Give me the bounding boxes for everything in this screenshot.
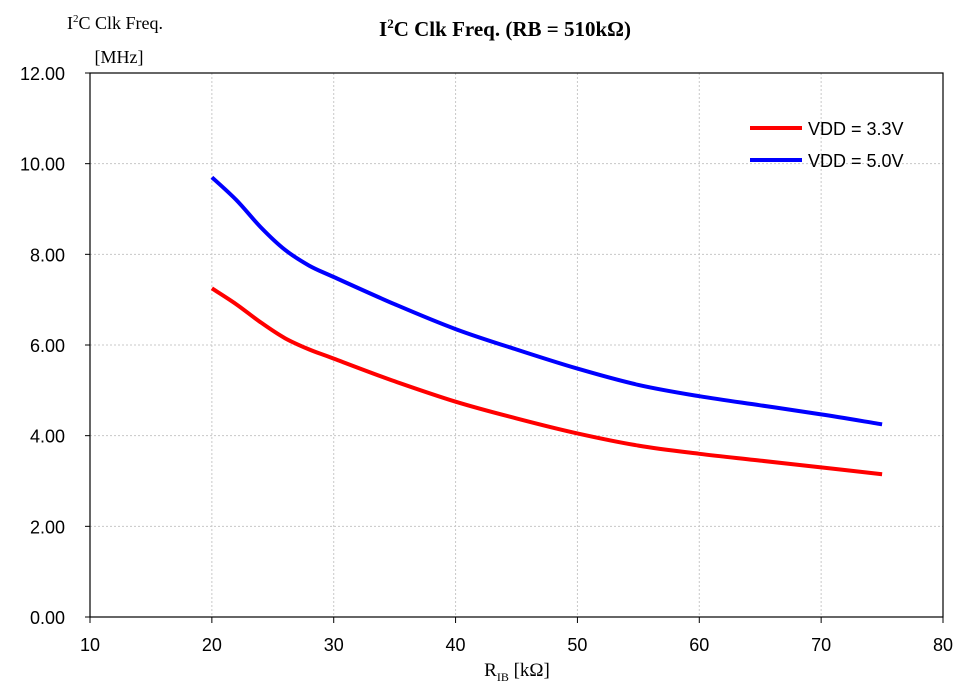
chart-title-rest: C Clk Freq. (RB = 510kΩ) xyxy=(394,17,631,41)
series-line-2 xyxy=(210,175,883,427)
y-tick-label: 2.00 xyxy=(30,517,65,537)
x-tick-label: 10 xyxy=(80,635,100,655)
y-tick-label: 4.00 xyxy=(30,427,65,447)
series-lines xyxy=(210,175,883,477)
y-tick-label: 12.00 xyxy=(20,64,65,84)
legend-label-2: VDD = 5.0V xyxy=(808,151,904,171)
legend-label-1: VDD = 3.3V xyxy=(808,119,904,139)
x-axis-label-rest: [kΩ] xyxy=(509,660,550,681)
y-axis-unit: [MHz] xyxy=(95,47,144,67)
chart-title-prefix: I xyxy=(379,17,387,41)
y-tick-label: 10.00 xyxy=(20,155,65,175)
x-tick-label: 40 xyxy=(446,635,466,655)
y-tick-label: 8.00 xyxy=(30,245,65,265)
x-axis-label-main: R xyxy=(484,660,497,681)
y-axis-label: I2C Clk Freq. xyxy=(67,13,163,33)
x-axis-label-sub: IB xyxy=(497,670,509,684)
x-tick-label: 50 xyxy=(567,635,587,655)
y-axis-label-prefix: I xyxy=(67,13,73,33)
y-axis-label-rest: C Clk Freq. xyxy=(78,13,163,33)
x-tick-label: 70 xyxy=(811,635,831,655)
series-line-1 xyxy=(210,286,883,477)
x-tick-label: 60 xyxy=(689,635,709,655)
y-tick-label: 6.00 xyxy=(30,336,65,356)
y-tick-label: 0.00 xyxy=(30,608,65,628)
legend: VDD = 3.3V VDD = 5.0V xyxy=(750,119,904,171)
x-axis-label: RIB [kΩ] xyxy=(484,660,550,684)
grid xyxy=(90,73,943,617)
ticks: 10 20 30 40 50 60 70 80 0.00 2.00 4.00 6.00 8.00 10.0… xyxy=(20,64,953,655)
x-tick-label: 20 xyxy=(202,635,222,655)
x-tick-label: 30 xyxy=(324,635,344,655)
chart-title-sup: 2 xyxy=(387,16,394,31)
chart-title: I2C Clk Freq. (RB = 510kΩ) xyxy=(379,16,631,41)
x-tick-label: 80 xyxy=(933,635,953,655)
y-axis-label-sup: 2 xyxy=(73,13,79,25)
